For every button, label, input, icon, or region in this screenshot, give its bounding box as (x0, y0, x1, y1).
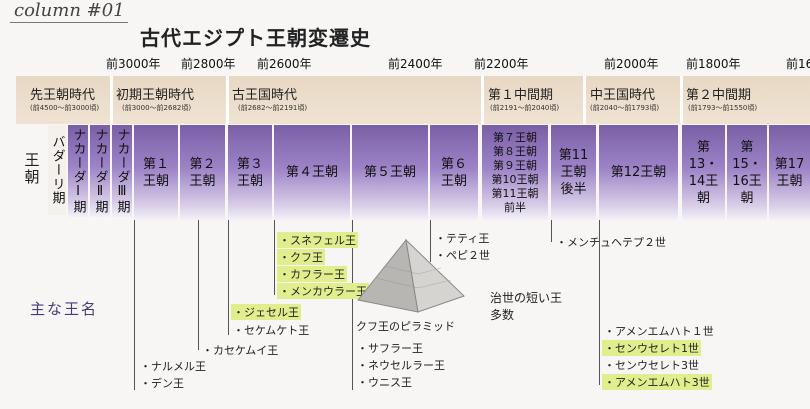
connector-line (228, 220, 229, 335)
king-name: ・テティ王 (435, 232, 490, 245)
period-range: (前3000〜前2682頃) (122, 104, 192, 112)
period-name: 古王国時代 (232, 88, 298, 103)
year-label: 前1800年 (686, 57, 741, 71)
year-label: 前2200年 (474, 57, 529, 71)
king-name: ・センウセレト3世 (604, 359, 699, 372)
period-band (16, 76, 810, 124)
dynasty-cell: 第２王朝 (180, 125, 225, 220)
period-range: (前2682〜前2191頃) (238, 104, 308, 112)
fip-note: 治世の短い王多数 (490, 291, 563, 322)
dynasty-cell: 第５王朝 (352, 125, 428, 220)
column-tag: column #01 (14, 0, 125, 21)
connector-line (274, 220, 275, 295)
dynasty-cell: 第４王朝 (274, 125, 350, 220)
dynasty-cell: 第13・14王朝 (682, 125, 725, 220)
king-name: ・サフラー王 (357, 342, 423, 355)
year-label: 前2000年 (604, 57, 659, 71)
dynasty-cell: ナカーダⅡ期 (90, 125, 110, 217)
connector-line (134, 220, 135, 390)
year-label: 前3000年 (106, 57, 161, 71)
dynasty-cell: 第15・16王朝 (727, 125, 767, 220)
king-name: ・カセケムイ王 (202, 344, 279, 357)
year-label: 前2800年 (181, 57, 236, 71)
period-range: (前2040〜前1793頃) (590, 104, 660, 112)
king-name: ・ペピ２世 (435, 249, 490, 262)
connector-line (551, 220, 552, 242)
king-name: ・アメンエムハト3世 (602, 374, 712, 390)
main-kings-label: 主な王名 (30, 300, 99, 318)
period-divider (110, 76, 113, 124)
year-label: 前2400年 (388, 57, 443, 71)
king-name: ・ウニス王 (357, 376, 412, 389)
king-name: ・ジェセル王 (231, 304, 301, 320)
connector-line (599, 220, 600, 385)
period-name: 第１中間期 (488, 88, 554, 103)
period-divider (481, 76, 484, 124)
dynasty-cell: 第３王朝 (228, 125, 272, 220)
period-name: 中王国時代 (590, 88, 656, 103)
period-range: (前4500〜前3000頃) (30, 104, 100, 112)
dynasty-cell: 第１王朝 (134, 125, 178, 220)
period-name: 初期王朝時代 (116, 88, 195, 103)
dynasty-cell: 第12王朝 (599, 125, 678, 220)
dynasty-cell: 第６王朝 (430, 125, 478, 220)
king-name: ・アメンエムハト１世 (604, 325, 714, 338)
dynasty-row-label: 王朝 (24, 151, 40, 186)
column-tag-rule (10, 22, 128, 23)
dynasty-cell: 第11王朝後半 (551, 125, 596, 220)
king-name: ・メンカウラー王 (277, 283, 369, 299)
king-name: ・カフラー王 (277, 266, 347, 282)
period-range: (前1793〜前1550頃) (688, 104, 758, 112)
dynasty-cell: バダーリ期 (48, 125, 66, 215)
dynasty-cell: 第７王朝 第８王朝 第９王朝 第10王朝 第11王朝 前半 (482, 125, 548, 220)
period-range: (前2191〜前2040頃) (490, 104, 560, 112)
king-name: ・ナルメル王 (140, 360, 206, 373)
dynasty-cell: 第17王朝 (769, 125, 810, 220)
king-name: ・メンチュヘテプ２世 (556, 236, 666, 249)
king-name: ・ネウセルラー王 (357, 359, 445, 372)
pyramid-caption: クフ王のピラミッド (356, 320, 455, 333)
king-name: ・セケムケト王 (233, 324, 310, 337)
dynasty-cell: ナカーダⅢ期 (112, 125, 132, 217)
period-divider (226, 76, 229, 124)
page-title: 古代エジプト王朝変遷史 (140, 26, 371, 50)
period-name: 先王朝時代 (30, 88, 96, 103)
dynasty-cell: ナカーダⅠ期 (68, 125, 88, 217)
king-name: ・クフ王 (277, 249, 325, 265)
connector-line (352, 220, 353, 390)
year-label: 前16 (786, 57, 810, 71)
period-name: 第２中間期 (686, 88, 752, 103)
pyramid-illustration (357, 238, 465, 313)
connector-line (430, 220, 431, 262)
connector-line (198, 220, 199, 350)
year-label: 前2600年 (257, 57, 312, 71)
king-name: ・スネフェル王 (277, 232, 358, 248)
king-name: ・デン王 (140, 377, 184, 390)
king-name: ・センウセレト1世 (602, 340, 701, 356)
period-divider (680, 76, 683, 124)
period-divider (583, 76, 586, 124)
